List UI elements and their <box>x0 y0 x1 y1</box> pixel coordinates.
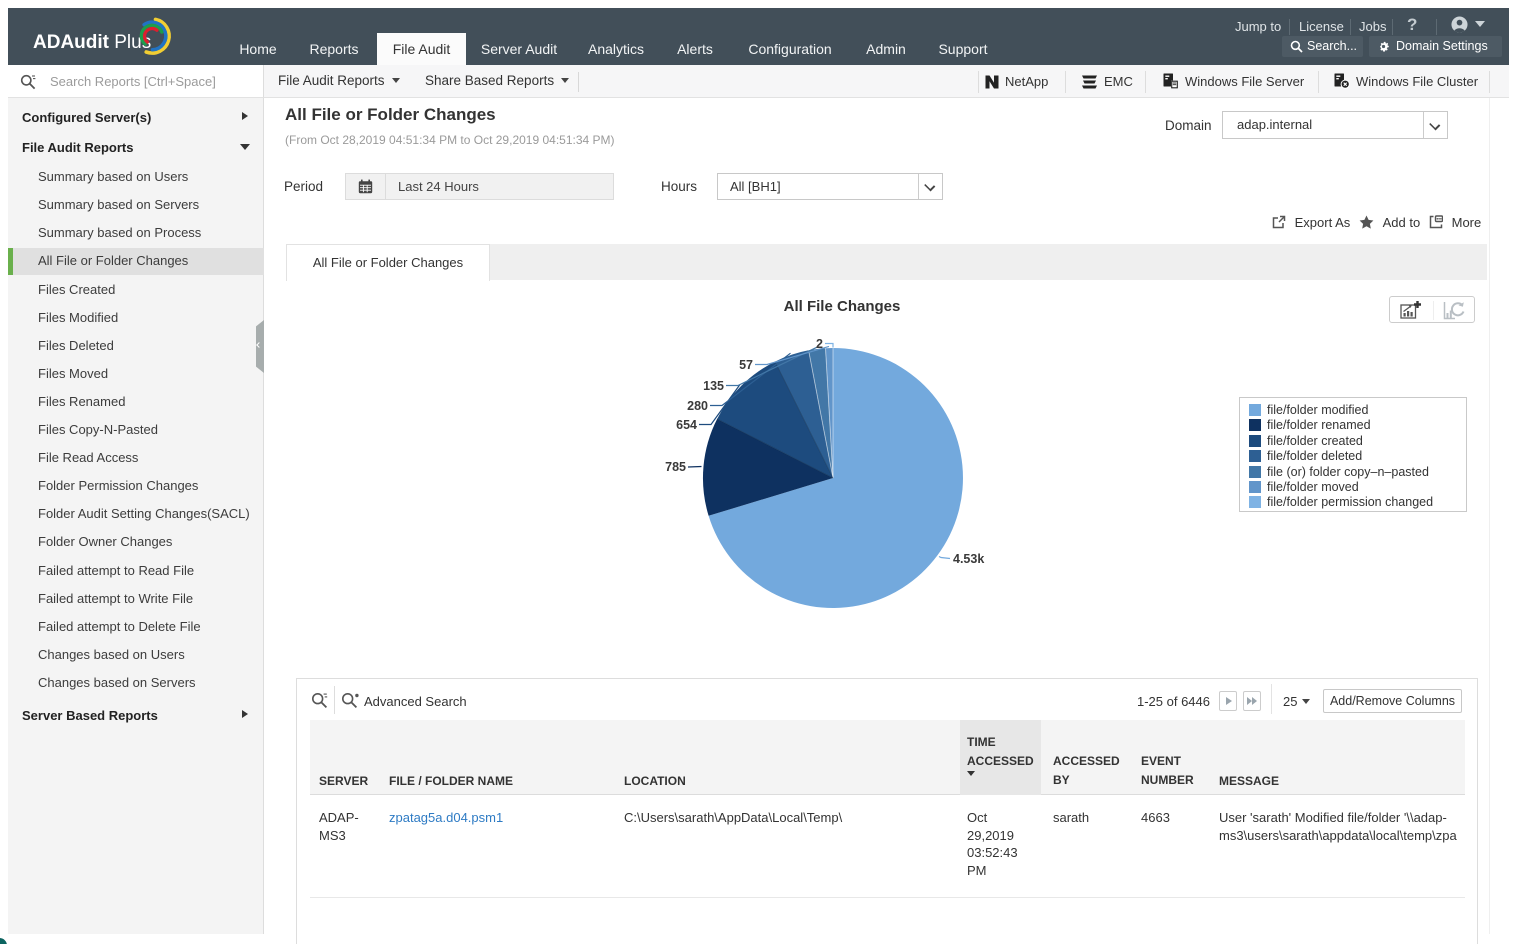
svg-text:654: 654 <box>676 418 697 432</box>
svg-text:135: 135 <box>703 379 724 393</box>
svg-text:4.53k: 4.53k <box>953 552 984 566</box>
svg-text:57: 57 <box>739 358 753 372</box>
svg-text:2: 2 <box>816 337 823 351</box>
svg-text:785: 785 <box>665 460 686 474</box>
svg-text:280: 280 <box>687 399 708 413</box>
